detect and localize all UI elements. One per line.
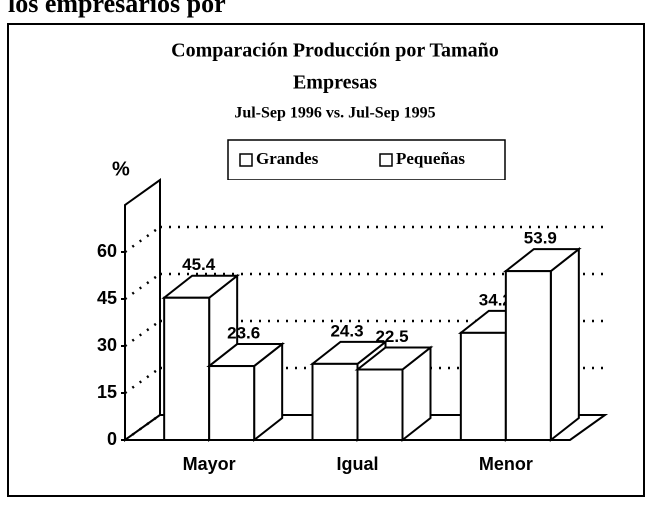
legend-swatch bbox=[379, 153, 393, 167]
legend-swatch bbox=[239, 153, 253, 167]
y-axis-label: % bbox=[112, 158, 130, 180]
bar-side bbox=[549, 247, 580, 443]
y-tick-label: 30 bbox=[97, 335, 117, 355]
value-label: 22.5 bbox=[375, 327, 408, 346]
bar bbox=[354, 345, 434, 443]
chart-title: Comparación Producción por Tamaño bbox=[171, 40, 499, 62]
bar-front bbox=[459, 331, 507, 441]
chart-title: Empresas bbox=[293, 72, 377, 94]
y-tick-label: 60 bbox=[97, 241, 117, 261]
x-tick-label: Menor bbox=[479, 454, 533, 474]
value-label: 34.2 bbox=[479, 290, 512, 309]
left-wall bbox=[124, 178, 161, 442]
legend-label: Pequeñas bbox=[396, 149, 465, 168]
chart-subtitle: Jul-Sep 1996 vs. Jul-Sep 1995 bbox=[234, 105, 435, 122]
value-label: 53.9 bbox=[524, 229, 557, 248]
value-label: 45.4 bbox=[182, 255, 216, 274]
caption: los empresarios por bbox=[8, 0, 226, 18]
bar bbox=[206, 341, 286, 443]
y-tick-label: 0 bbox=[107, 429, 117, 449]
bar-front bbox=[208, 365, 256, 442]
value-label: 23.6 bbox=[227, 324, 260, 343]
x-tick-label: Igual bbox=[336, 454, 378, 474]
bar bbox=[502, 247, 582, 443]
x-tick-label: Mayor bbox=[183, 454, 236, 474]
bar-front bbox=[311, 362, 359, 441]
frame bbox=[7, 23, 645, 497]
value-label: 24.3 bbox=[330, 321, 363, 340]
bar-front bbox=[504, 270, 552, 442]
y-tick-label: 45 bbox=[97, 288, 117, 308]
bar-front bbox=[163, 296, 211, 441]
bar-front bbox=[356, 368, 404, 441]
legend-label: Grandes bbox=[256, 149, 319, 168]
y-tick-label: 15 bbox=[97, 382, 117, 402]
